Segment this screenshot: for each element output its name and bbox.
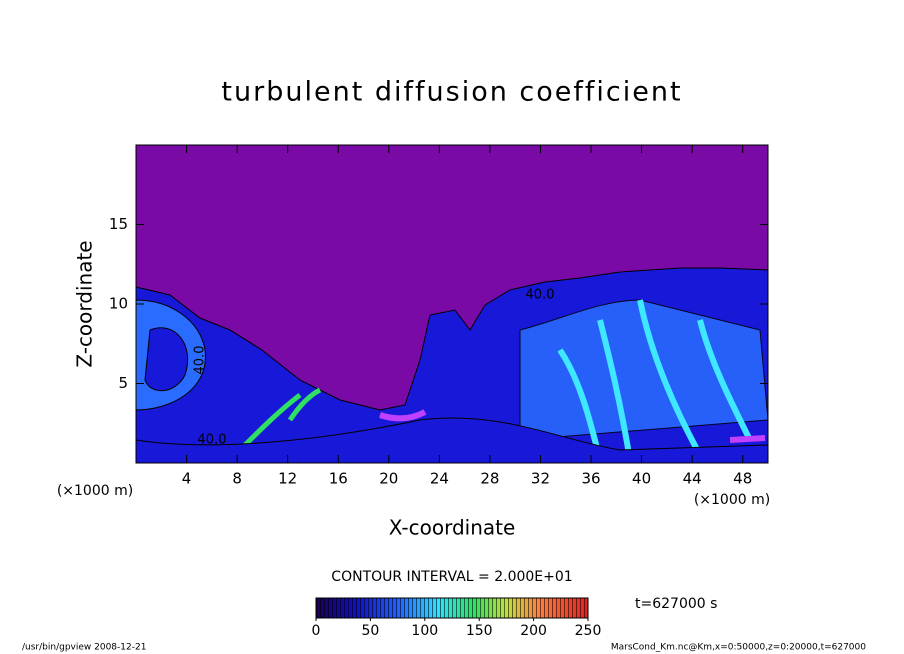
colorbar-stripes xyxy=(316,598,588,618)
contour-label: 40.0 xyxy=(526,288,555,303)
contour-label: 40.0 xyxy=(198,433,227,448)
x-tick-label: 20 xyxy=(379,470,398,488)
colorbar-tick-label: 250 xyxy=(575,623,602,639)
x-tick-label: 44 xyxy=(683,470,702,488)
x-tick-label: 32 xyxy=(531,470,550,488)
colorbar-tick-label: 150 xyxy=(466,623,493,639)
footer-right: MarsCond_Km.nc@Km,x=0:50000,z=0:20000,t=… xyxy=(611,643,866,653)
x-axis-label: X-coordinate xyxy=(389,516,516,540)
x-tick-label: 36 xyxy=(581,470,600,488)
colorbar-tick-label: 0 xyxy=(312,623,321,639)
field xyxy=(136,145,768,463)
y-tick-label: 10 xyxy=(109,295,128,313)
colorbar-tick-label: 200 xyxy=(520,623,547,639)
colorbar-frame xyxy=(315,597,589,619)
y-axis-label: Z-coordinate xyxy=(73,240,97,367)
x-tick-label: 24 xyxy=(430,470,449,488)
x-tick-label: 48 xyxy=(733,470,752,488)
x-unit-label: (×1000 m) xyxy=(57,483,133,499)
x-tick-label: 16 xyxy=(329,470,348,488)
y-tick-label: 5 xyxy=(118,374,128,392)
x-tick-label: 12 xyxy=(278,470,297,488)
x-tick-label: 8 xyxy=(232,470,242,488)
contour-interval: CONTOUR INTERVAL = 2.000E+01 xyxy=(331,569,572,585)
time-label: t=627000 s xyxy=(635,596,717,612)
x-tick-label: 28 xyxy=(480,470,499,488)
x-unit-label: (×1000 m) xyxy=(694,492,770,508)
colorbar-tick-label: 50 xyxy=(361,623,379,639)
contour-label: 40.0 xyxy=(193,346,208,375)
x-tick-label: 40 xyxy=(632,470,651,488)
footer-left: /usr/bin/gpview 2008-12-21 xyxy=(22,643,146,653)
y-tick-label: 15 xyxy=(109,215,128,233)
chart-title: turbulent diffusion coefficient xyxy=(221,77,682,108)
x-tick-label: 4 xyxy=(182,470,192,488)
colorbar-tick-label: 100 xyxy=(411,623,438,639)
